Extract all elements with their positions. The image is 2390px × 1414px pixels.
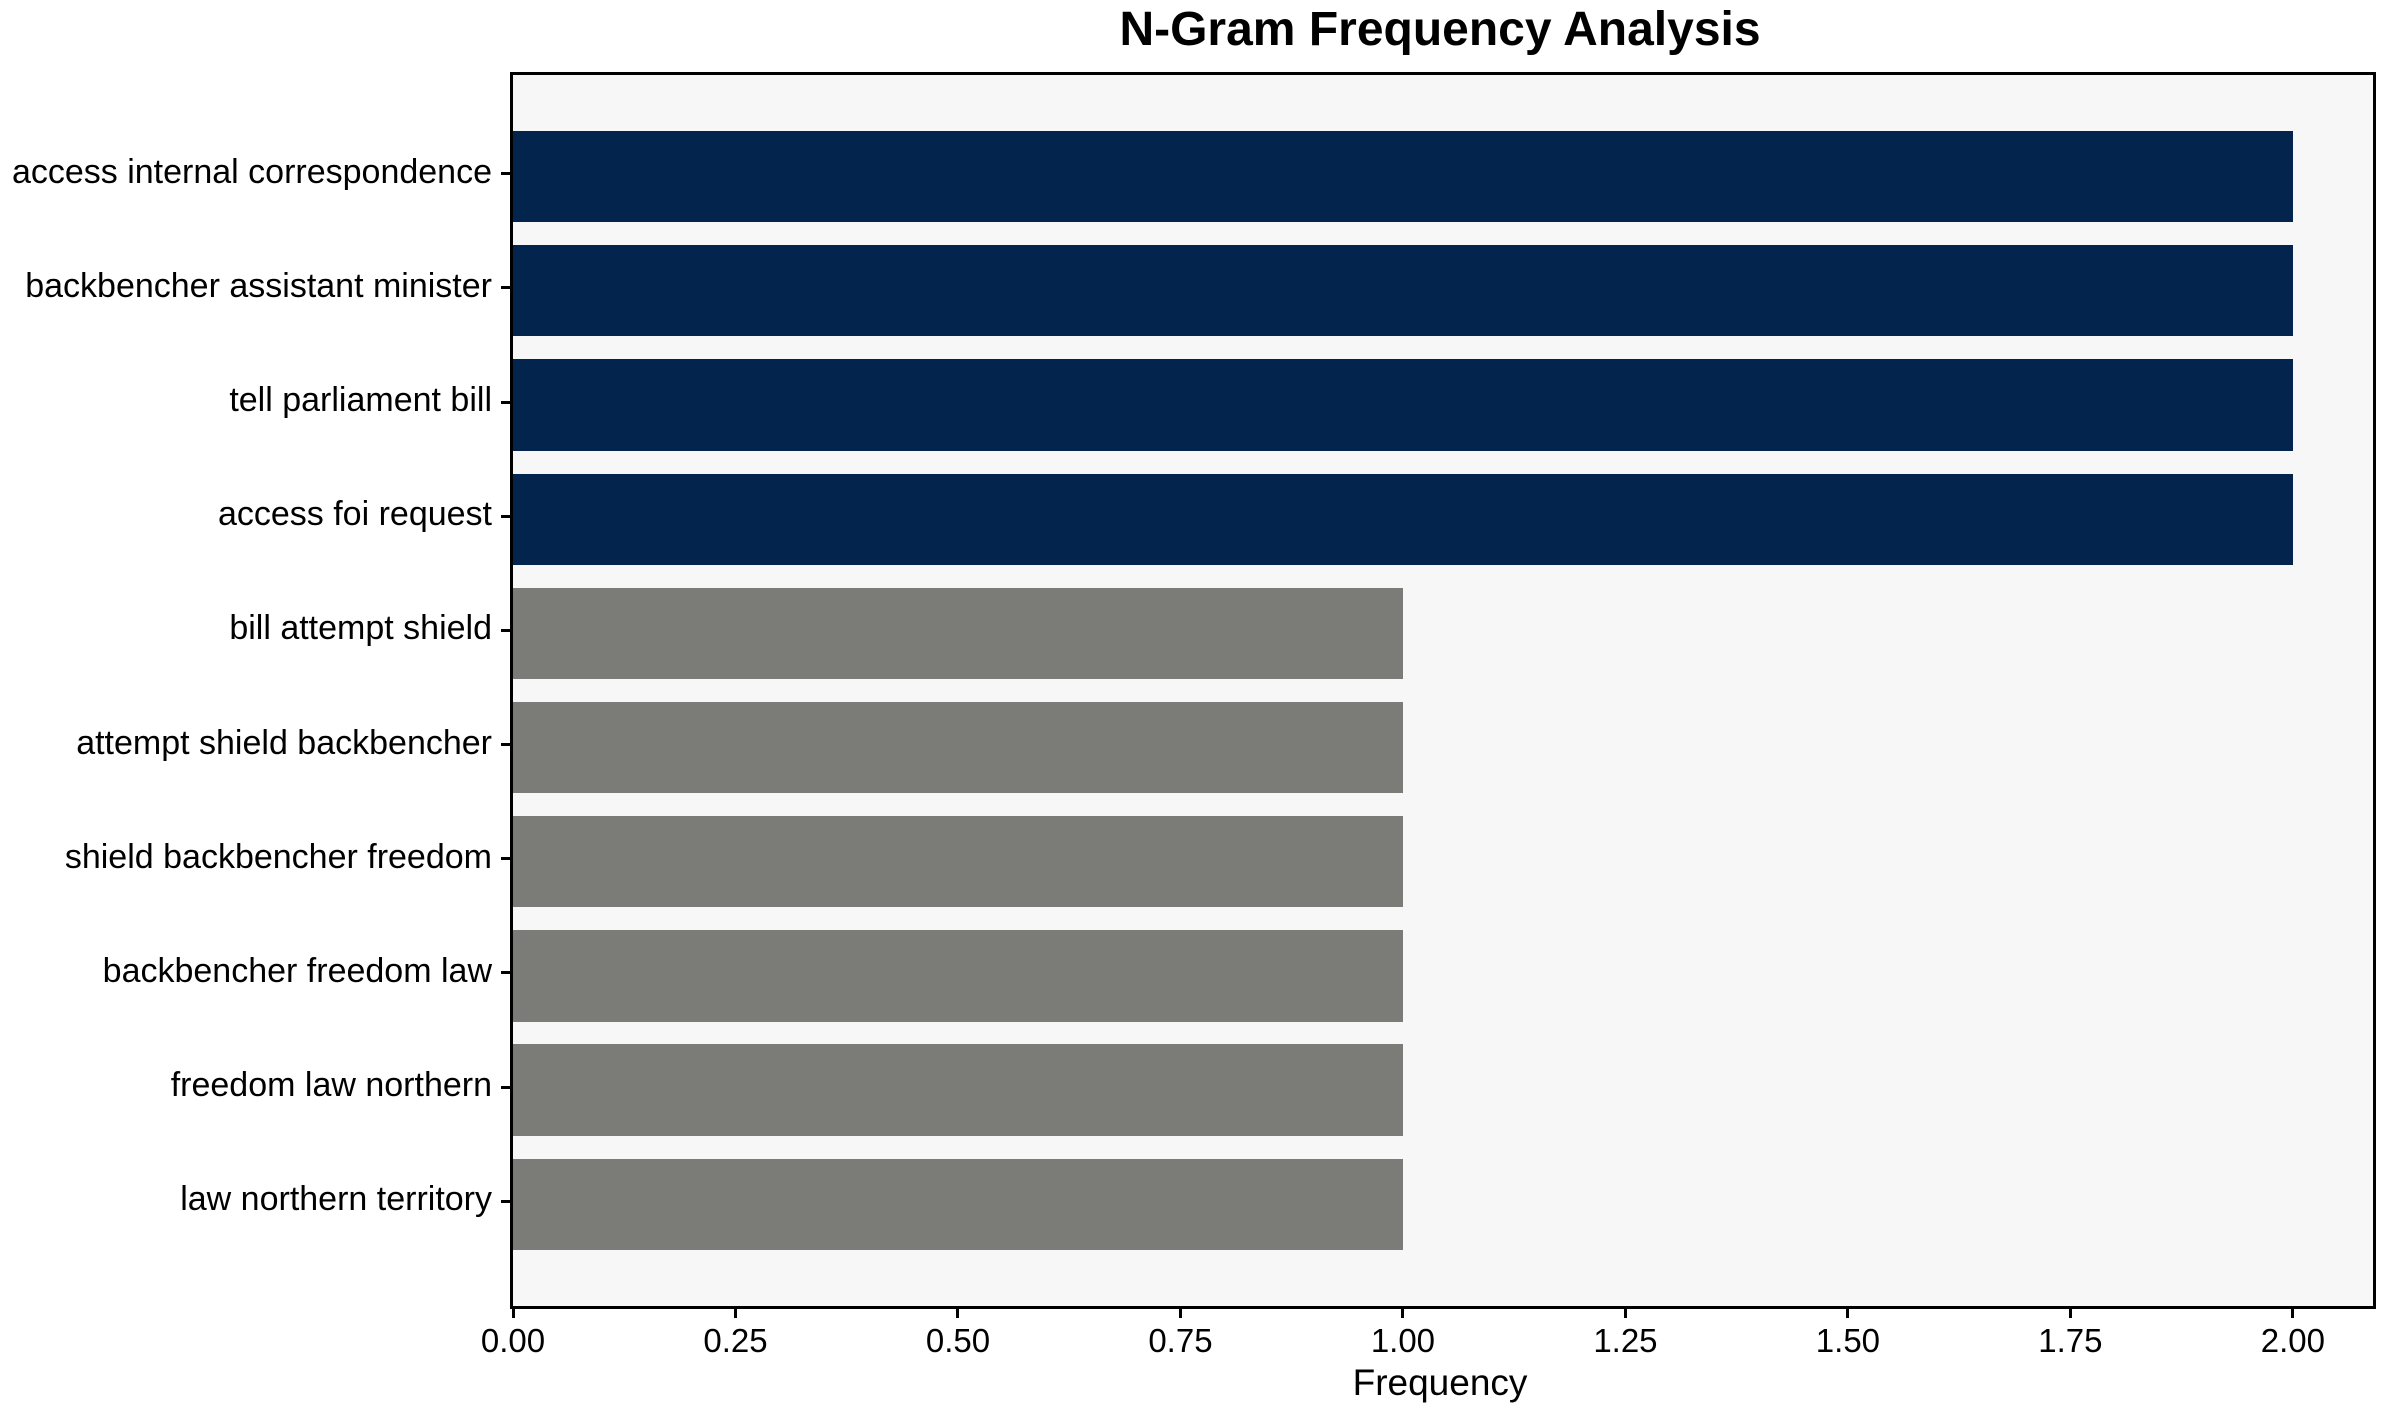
x-tick-mark [2068, 1306, 2072, 1318]
x-tick-label: 1.25 [1593, 1322, 1658, 1359]
y-tick-mark [501, 628, 513, 632]
y-tick-mark [501, 743, 513, 747]
x-tick-mark [1401, 1306, 1405, 1318]
x-tick-mark [2291, 1306, 2295, 1318]
y-tick-label: backbencher assistant minister [25, 266, 492, 305]
x-tick-label: 1.00 [1370, 1322, 1436, 1359]
bar-backbencher-assistant-minister [513, 245, 2293, 337]
x-tick-mark [1623, 1306, 1627, 1318]
bar-backbencher-freedom-law [513, 930, 1403, 1022]
bar-freedom-law-northern [513, 1044, 1403, 1136]
x-tick-label: 0.50 [925, 1322, 991, 1359]
x-axis-label: Frequency [1352, 1362, 1528, 1403]
chart-title: N-Gram Frequency Analysis [1119, 3, 1761, 56]
x-tick-label: 1.75 [2038, 1322, 2103, 1359]
x-tick-label: 1.50 [1815, 1322, 1881, 1359]
y-tick-mark [501, 400, 513, 404]
x-tick-label: 0.75 [1148, 1322, 1213, 1359]
y-tick-mark [501, 1085, 513, 1089]
bar-access-foi-request [513, 473, 2293, 565]
x-tick-mark [956, 1306, 960, 1318]
y-tick-mark [501, 514, 513, 518]
y-tick-mark [501, 172, 513, 176]
y-tick-mark [501, 857, 513, 861]
plot-area [510, 72, 2376, 1309]
bar-bill-attempt-shield [513, 587, 1403, 680]
y-tick-mark [501, 1199, 513, 1203]
x-tick-mark [1178, 1306, 1182, 1318]
y-tick-label: law northern territory [180, 1180, 492, 1219]
y-tick-label: freedom law northern [170, 1066, 492, 1105]
bar-access-internal-correspondence [513, 130, 2293, 223]
bar-shield-backbencher-freedom [513, 816, 1403, 908]
x-tick-label: 0.25 [703, 1322, 768, 1359]
y-tick-label: shield backbencher freedom [64, 837, 492, 876]
x-tick-mark [1846, 1306, 1850, 1318]
bar-tell-parliament-bill [513, 359, 2293, 451]
x-tick-label: 0.00 [480, 1322, 546, 1359]
y-tick-label: access internal correspondence [11, 152, 492, 191]
y-tick-label: access foi request [217, 495, 492, 534]
y-tick-label: bill attempt shield [229, 609, 492, 648]
y-tick-mark [501, 971, 513, 975]
y-tick-label: backbencher freedom law [102, 951, 492, 990]
y-tick-label: tell parliament bill [229, 381, 492, 420]
x-tick-mark [511, 1306, 515, 1318]
x-tick-mark [733, 1306, 737, 1318]
bar-attempt-shield-backbencher [513, 701, 1403, 794]
bar-law-northern-territory [513, 1158, 1403, 1251]
y-tick-label: attempt shield backbencher [76, 723, 492, 762]
x-tick-label: 2.00 [2260, 1322, 2325, 1359]
y-tick-mark [501, 286, 513, 290]
